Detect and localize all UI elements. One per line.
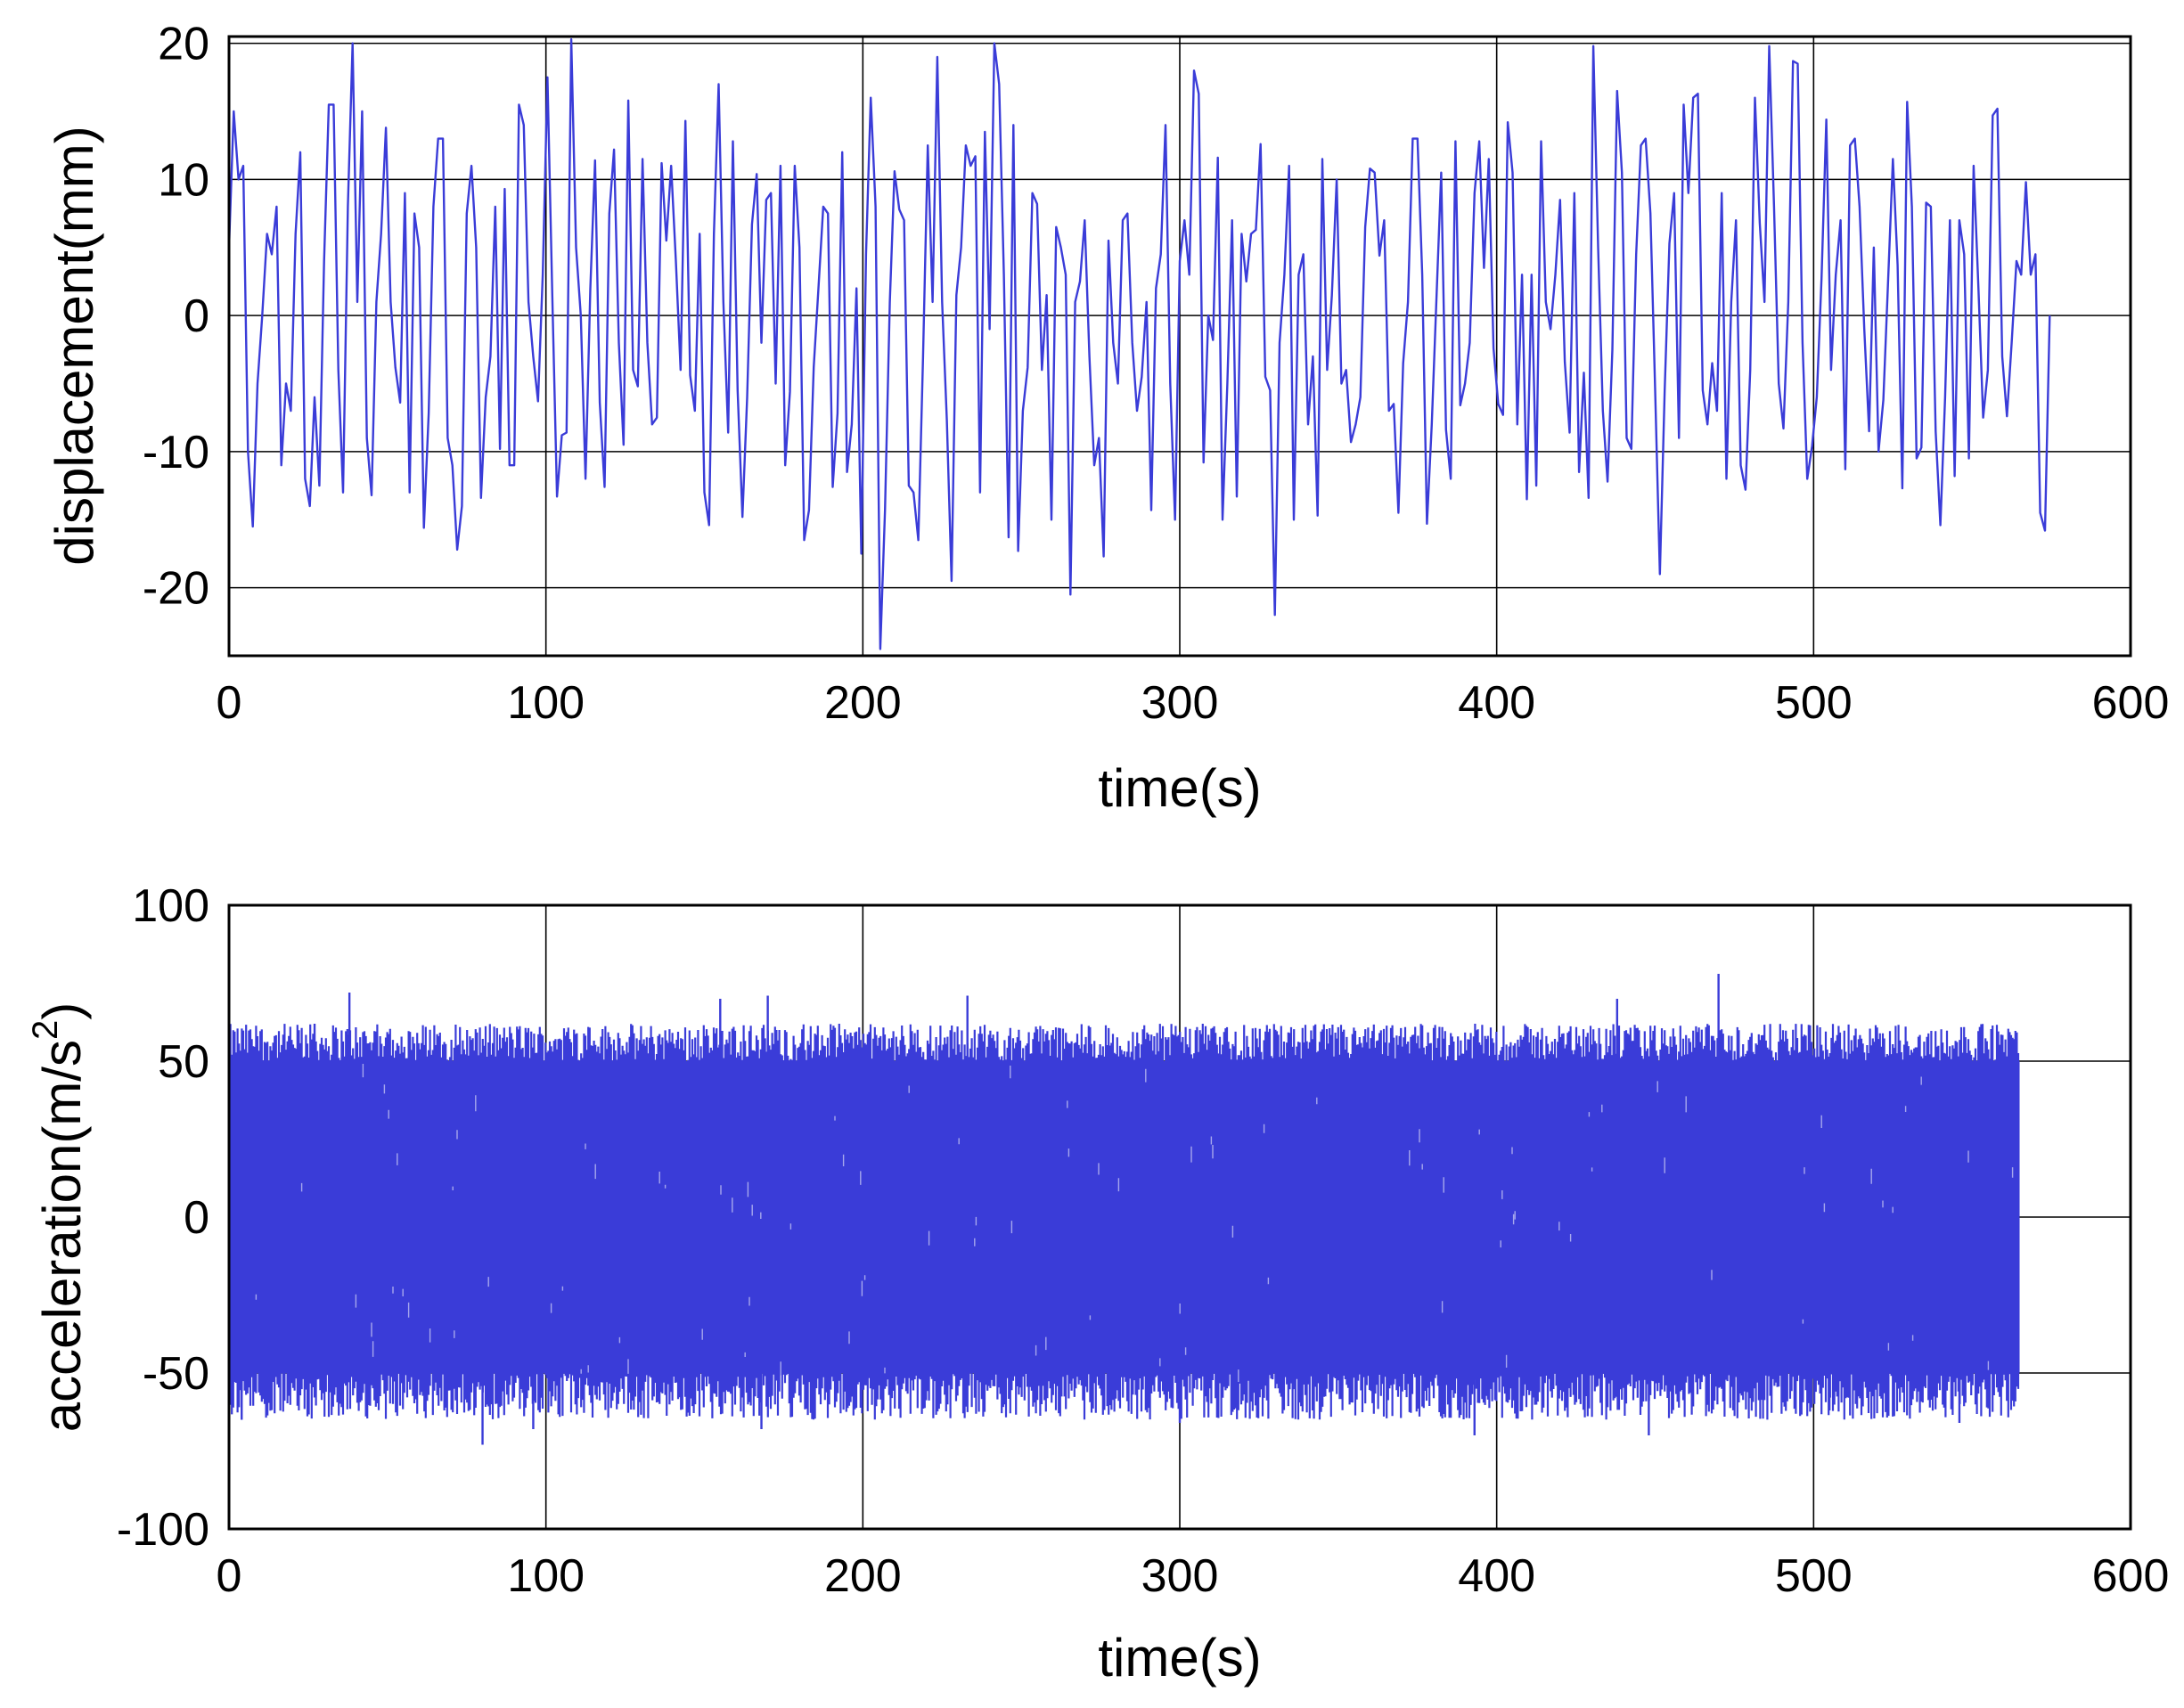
y-tick-label: 10 [158, 154, 209, 206]
acceleration-series [227, 1024, 2020, 1420]
displacement-series-line [227, 37, 2051, 650]
x-tick-label: 600 [2092, 1550, 2170, 1602]
x-tick-label: 200 [824, 677, 902, 729]
y-tick-label: 0 [184, 290, 209, 342]
acceleration-spikes [241, 974, 1961, 1445]
acceleration-x-axis-label: time(s) [1098, 1628, 1261, 1688]
y-tick-label: 20 [158, 19, 209, 70]
x-tick-label: 100 [507, 1550, 585, 1602]
y-tick-label: -100 [117, 1504, 209, 1556]
x-tick-label: 200 [824, 1550, 902, 1602]
x-tick-label: 500 [1775, 1550, 1853, 1602]
displacement-x-axis-label: time(s) [1098, 758, 1261, 818]
x-tick-label: 300 [1141, 677, 1219, 729]
x-tick-label: 100 [507, 677, 585, 729]
x-tick-label: 0 [217, 1550, 242, 1602]
displacement-y-tick-labels: 20 10 0 -10 -20 [143, 19, 209, 615]
acceleration-y-axis-label: acceleration(m/s2) [26, 1002, 92, 1432]
acceleration-y-axis-label-main: acceleration(m/s [32, 1040, 92, 1432]
y-tick-label: -50 [143, 1348, 209, 1400]
acceleration-x-tick-labels: 0 100 200 300 400 500 600 [217, 1550, 2170, 1602]
acceleration-plot-frame [227, 903, 2132, 1531]
acceleration-signal-band [229, 1061, 2020, 1373]
y-tick-label: -20 [143, 563, 209, 615]
x-tick-label: 500 [1775, 677, 1853, 729]
displacement-grid [229, 37, 2131, 656]
x-tick-label: 0 [217, 677, 242, 729]
x-tick-label: 300 [1141, 1550, 1219, 1602]
y-tick-label: -10 [143, 427, 209, 478]
x-tick-label: 400 [1458, 1550, 1535, 1602]
x-tick-label: 600 [2092, 677, 2170, 729]
displacement-plot-frame [227, 35, 2132, 658]
acceleration-y-axis-label-tail: ) [32, 1002, 92, 1020]
acceleration-signal-gaps [255, 1064, 2014, 1382]
y-tick-label: 0 [184, 1192, 209, 1244]
acceleration-y-tick-labels: 100 50 0 -50 -100 [117, 880, 209, 1556]
y-tick-label: 100 [132, 880, 209, 932]
y-tick-label: 50 [158, 1036, 209, 1088]
displacement-x-tick-labels: 0 100 200 300 400 500 600 [217, 677, 2170, 729]
displacement-y-axis-label: displacement(mm) [45, 126, 104, 565]
acceleration-y-axis-label-superscript: 2 [26, 1020, 65, 1040]
x-tick-label: 400 [1458, 677, 1535, 729]
